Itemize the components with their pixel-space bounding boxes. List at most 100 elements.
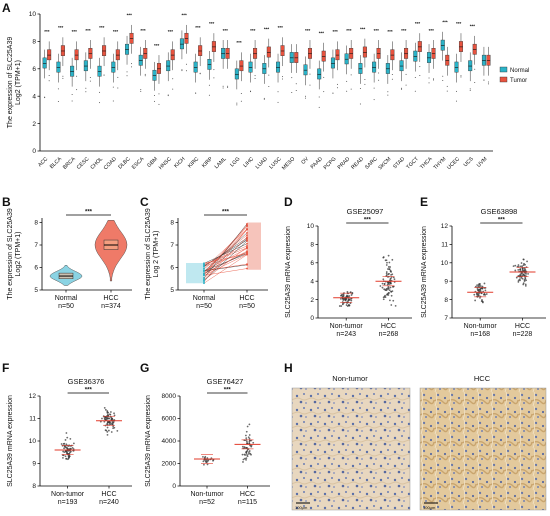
x-tick-label: Non-tumor — [51, 491, 85, 498]
scatter-point — [64, 439, 67, 441]
box-outlier — [455, 90, 457, 92]
paired-point-hcc — [246, 267, 248, 270]
scatter-point — [385, 271, 388, 273]
box-outlier — [268, 74, 270, 76]
x-tick-label: LAML — [214, 156, 228, 170]
x-tick-label: PCPG — [323, 156, 338, 171]
scatter-point — [348, 298, 351, 301]
significance-label: *** — [85, 388, 93, 394]
scatter-point — [113, 414, 116, 417]
scatter-point — [346, 295, 348, 298]
scatter-point — [62, 456, 64, 459]
box-outlier — [240, 93, 242, 95]
scatter-point — [108, 420, 111, 423]
box-outlier — [213, 77, 215, 79]
panel-letter-g: G — [140, 361, 149, 375]
scatter-point — [391, 258, 394, 261]
box-outlier — [236, 102, 238, 104]
box-outlier — [350, 88, 352, 90]
box-outlier — [85, 91, 87, 93]
scatter-point — [387, 294, 390, 296]
paired-line — [203, 229, 248, 274]
y-axis-subtitle: Log2 (TPM+1) — [15, 60, 22, 105]
legend-label: Normal — [510, 68, 529, 74]
scatter-point — [525, 279, 528, 282]
x-tick-label: LUSC — [268, 156, 282, 170]
box — [239, 60, 244, 72]
paired-point-normal — [203, 269, 205, 272]
paired-line — [203, 246, 248, 281]
scatter-point — [64, 450, 67, 453]
box-outlier — [414, 90, 416, 92]
range-shade-normal — [186, 263, 204, 284]
x-tick-label: THCA — [419, 156, 434, 171]
scatter-point — [64, 455, 67, 458]
paired-line — [203, 229, 248, 282]
scatter-point — [382, 298, 385, 301]
scatter-point — [520, 262, 523, 264]
paired-line — [203, 223, 248, 279]
scatter-point — [484, 289, 487, 292]
scatter-point — [515, 276, 518, 279]
scatter-point — [203, 457, 206, 459]
significance-label: *** — [374, 28, 380, 33]
box-outlier — [254, 75, 256, 77]
x-tick-label: HCC — [515, 323, 530, 330]
scatter-point — [473, 293, 476, 296]
x-tick-label: OV — [300, 156, 310, 166]
scatter-point — [245, 430, 248, 433]
ihc-title-hcc: HCC — [474, 374, 491, 383]
y-tick-label: 8 — [170, 220, 174, 227]
box-outlier — [433, 78, 435, 80]
box — [248, 61, 253, 73]
scatter-point — [63, 447, 65, 450]
box-outlier — [474, 81, 476, 83]
scatter-point — [63, 445, 66, 448]
box-outlier — [446, 90, 448, 92]
panel-f-scatter: GSE36376 8 9 10 11 12 SLC25A39 mRNA expression… — [7, 377, 132, 506]
box-outlier — [428, 77, 430, 79]
scatter-point — [346, 305, 349, 307]
scatter-point — [246, 447, 249, 449]
scatter-point — [245, 437, 248, 440]
scatter-point — [103, 420, 106, 423]
panel-letter-b: B — [2, 195, 11, 209]
box-outlier — [144, 73, 146, 75]
significance-label: *** — [401, 28, 407, 33]
scatter-point — [522, 267, 524, 270]
scatter-point — [386, 283, 389, 286]
scatter-point — [481, 285, 484, 288]
box-outlier — [282, 78, 284, 80]
scatter-point — [485, 293, 488, 295]
box-outlier — [359, 103, 361, 105]
scatter-point — [109, 411, 112, 413]
paired-point-normal — [203, 278, 205, 281]
x-tick-label: SKCM — [377, 156, 392, 171]
group-count-label: n=52 — [199, 499, 215, 506]
box — [330, 57, 335, 69]
y-axis-title: SLC25A39 mRNA expression — [285, 226, 292, 318]
paired-point-hcc — [246, 242, 248, 245]
scatter-point — [387, 285, 390, 288]
scatter-point — [479, 290, 482, 293]
box — [138, 54, 143, 66]
box-outlier — [304, 97, 306, 99]
box-outlier — [419, 74, 421, 76]
significance-label: *** — [182, 13, 188, 18]
significance-label: *** — [236, 40, 242, 45]
box-outlier — [309, 73, 311, 75]
box — [427, 52, 432, 63]
scatter-point — [339, 297, 342, 300]
box-outlier — [474, 68, 476, 70]
scatter-point — [474, 299, 477, 302]
box — [143, 48, 148, 59]
box — [225, 48, 230, 59]
box-outlier — [85, 87, 87, 89]
panel-letter-h: H — [284, 361, 293, 375]
scatter-point — [387, 287, 390, 290]
x-tick-label: Non-tumor — [464, 323, 498, 330]
y-axis-title: The expression of SLC25A39 — [145, 208, 152, 300]
scatter-point — [348, 295, 351, 297]
y-tick-label: 7 — [444, 315, 448, 322]
